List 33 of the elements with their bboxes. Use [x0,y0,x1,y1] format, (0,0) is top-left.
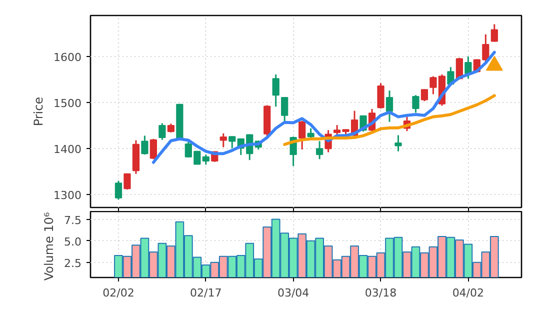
candlestick [281,96,288,123]
y-tick-label: 2.5 [64,256,82,270]
candlestick [228,135,236,149]
candlestick [316,140,324,160]
x-tick-label: 03/04 [277,286,310,300]
candlestick [220,132,227,148]
y-tick-label: 5.0 [64,235,82,248]
candlestick [490,24,498,42]
y-tick-label: 1600 [54,50,82,64]
y-axis-title: Price [32,96,46,126]
candlestick [420,88,428,102]
candlestick [272,74,280,108]
y-tick-label: 1500 [54,97,82,110]
candlestick [377,82,384,110]
candlestick [307,128,314,138]
candlestick [114,180,122,200]
candlestick [386,90,394,123]
x-tick-label: 04/02 [452,286,484,300]
x-tick-label: 02/17 [190,286,222,300]
candlestick [150,138,158,160]
x-tick-label: 03/18 [364,286,397,300]
candlestick [158,122,166,141]
y-tick-label: 1400 [54,143,82,156]
candlestick [124,172,131,190]
candlestick [394,134,402,152]
candlestick [141,134,148,156]
candlestick [202,154,210,166]
x-tick-label: 02/02 [102,286,134,300]
y-tick-label: 7.5 [64,214,82,227]
candlestick [412,94,420,114]
y-tick-label: 1300 [54,189,82,202]
y-axis-title: Volume 10⁶ [42,212,56,281]
candlestick [298,120,306,150]
